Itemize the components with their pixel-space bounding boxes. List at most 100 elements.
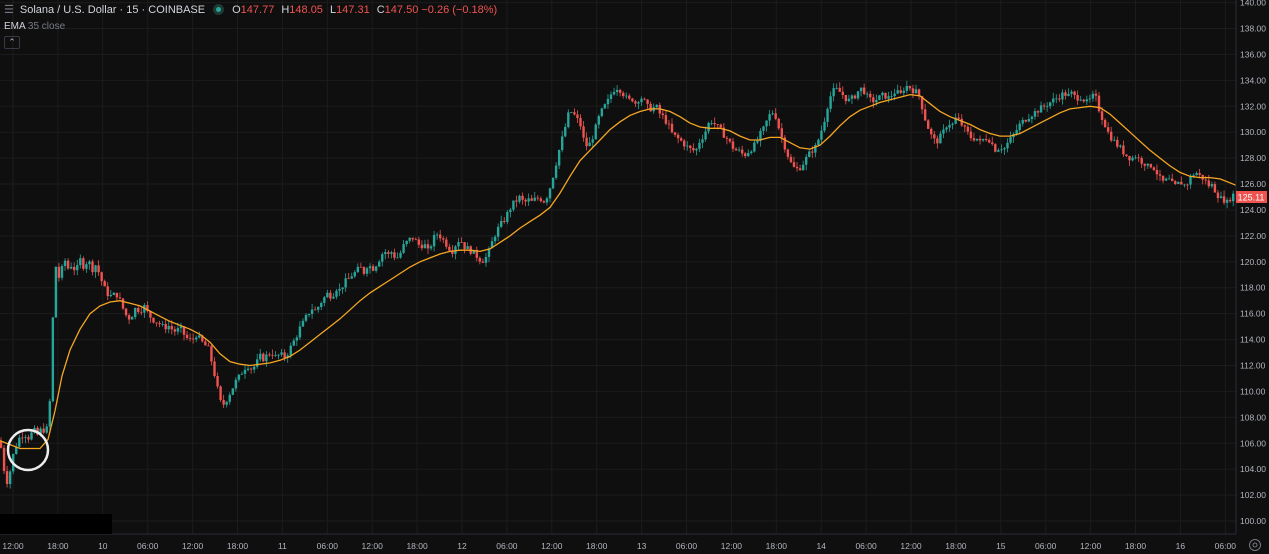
candle xyxy=(808,148,811,158)
candle xyxy=(1094,89,1098,102)
x-tick-label: 06:00 xyxy=(137,541,159,551)
x-tick-label: 16 xyxy=(1176,541,1186,551)
candle xyxy=(557,149,561,170)
candle xyxy=(920,95,924,115)
candle xyxy=(951,122,954,130)
candle xyxy=(683,138,686,151)
price-label-tag: 125.11 xyxy=(1236,191,1267,203)
candle xyxy=(710,120,713,126)
current-price-label: 125.11 xyxy=(1238,193,1265,203)
candle xyxy=(1097,91,1101,113)
candle xyxy=(1061,89,1064,105)
collapse-legend-button[interactable]: ⌃ xyxy=(4,36,20,49)
candle xyxy=(862,83,866,96)
candle xyxy=(1082,98,1085,103)
settings-icon[interactable] xyxy=(1248,538,1262,552)
x-tick-label: 14 xyxy=(816,541,826,551)
candle xyxy=(1152,166,1156,172)
candle xyxy=(42,423,45,435)
candle xyxy=(396,252,399,259)
market-status-icon xyxy=(213,4,225,15)
candle xyxy=(948,119,951,132)
candle xyxy=(359,262,363,268)
candle xyxy=(722,122,726,138)
candle xyxy=(121,298,125,311)
candle xyxy=(649,101,652,112)
y-tick-label: 118.00 xyxy=(1240,283,1266,293)
candle xyxy=(124,308,128,318)
candle xyxy=(1155,164,1159,180)
symbol-title[interactable]: Solana / U.S. Dollar · 15 · COINBASE xyxy=(19,3,206,16)
candle xyxy=(454,244,457,260)
candle xyxy=(1058,93,1061,102)
candle xyxy=(1055,94,1058,104)
candle xyxy=(1012,132,1015,143)
time-axis[interactable]: 12:00 18:00 10 06:00 12:00 18:00 11 06:00 12:00 1… xyxy=(2,541,1236,551)
candle xyxy=(606,94,610,109)
candle xyxy=(814,142,817,158)
candle xyxy=(225,400,228,408)
candle xyxy=(527,193,530,206)
candle xyxy=(1100,107,1104,125)
candle xyxy=(966,124,970,135)
candle xyxy=(646,99,649,109)
x-tick-label: 06:00 xyxy=(1215,541,1237,551)
candle xyxy=(1000,144,1003,154)
candle xyxy=(625,92,628,100)
candle xyxy=(246,365,250,372)
candle xyxy=(509,207,512,218)
candle xyxy=(338,283,341,296)
candle xyxy=(795,162,799,172)
candle xyxy=(1222,190,1226,205)
candle xyxy=(1128,155,1131,167)
candle xyxy=(1186,183,1189,191)
candle xyxy=(219,385,222,403)
candle xyxy=(978,135,982,145)
x-tick-label: 12:00 xyxy=(2,541,24,551)
candle xyxy=(570,111,573,114)
candle xyxy=(853,94,857,100)
candle xyxy=(545,196,549,206)
candle xyxy=(725,136,729,145)
candle xyxy=(1207,174,1210,189)
x-tick-label: 06:00 xyxy=(317,541,339,551)
candle xyxy=(506,210,509,225)
x-tick-label: 18:00 xyxy=(47,541,69,551)
x-tick-label: 18:00 xyxy=(1125,541,1147,551)
candle xyxy=(786,148,790,160)
y-tick-label: 112.00 xyxy=(1240,361,1266,371)
candle xyxy=(378,259,381,268)
candle xyxy=(622,91,625,99)
candle xyxy=(63,258,67,271)
candle xyxy=(51,316,55,403)
candle xyxy=(792,156,796,168)
indicator-legend[interactable]: EMA 35 close xyxy=(4,21,65,32)
candle xyxy=(45,423,48,435)
candle xyxy=(1183,183,1186,188)
menu-icon[interactable]: ☰ xyxy=(4,4,14,16)
candle xyxy=(612,87,616,96)
candle xyxy=(847,95,851,103)
candle xyxy=(1213,181,1217,193)
candle xyxy=(204,339,207,346)
candle xyxy=(1167,174,1171,180)
candle xyxy=(689,144,692,154)
ohlc-low: L147.31 xyxy=(329,3,370,16)
x-tick-label: 12:00 xyxy=(541,541,563,551)
price-axis[interactable]: 140.00 138.00 136.00 134.00 132.00 130.00 128.… xyxy=(1240,0,1266,526)
candle xyxy=(384,249,387,260)
candle xyxy=(445,236,448,249)
candle xyxy=(60,264,64,281)
y-tick-label: 130.00 xyxy=(1240,127,1266,137)
candle xyxy=(750,150,753,155)
candle xyxy=(1134,154,1137,160)
y-tick-label: 106.00 xyxy=(1240,438,1266,448)
highlight-circle xyxy=(6,428,50,472)
candle xyxy=(631,97,634,103)
x-tick-label: 12:00 xyxy=(900,541,922,551)
candle xyxy=(698,138,701,153)
candle xyxy=(884,92,887,100)
candle xyxy=(323,296,326,307)
candle xyxy=(1219,191,1223,199)
